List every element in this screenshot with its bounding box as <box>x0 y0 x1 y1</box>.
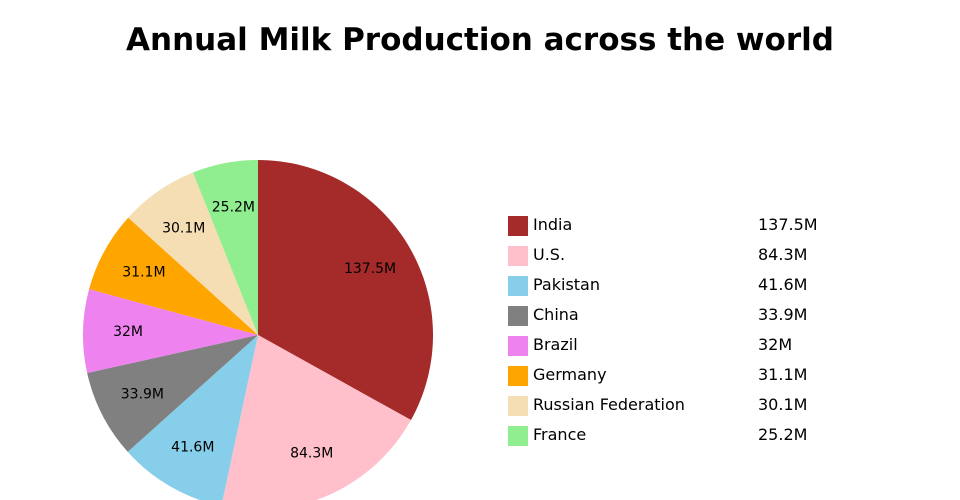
legend-item: Brazil 32M <box>508 333 838 363</box>
legend-item: U.S. 84.3M <box>508 243 838 273</box>
legend-value: 33.9M <box>758 305 808 324</box>
legend-swatch <box>508 306 528 326</box>
slice-value-label: 31.1M <box>122 265 165 281</box>
legend-label: Brazil <box>533 335 578 354</box>
legend-value: 32M <box>758 335 793 354</box>
pie-slice-pakistan <box>127 335 258 500</box>
legend-label: Germany <box>533 365 607 384</box>
legend: India 137.5M U.S. 84.3M Pakistan 41.6M China 33… <box>508 213 838 453</box>
legend-swatch <box>508 396 528 416</box>
legend-label: China <box>533 305 579 324</box>
legend-item: Germany 31.1M <box>508 363 838 393</box>
slice-value-label: 84.3M <box>290 445 333 461</box>
pie-slice-russian-federation <box>128 172 258 335</box>
legend-swatch <box>508 276 528 296</box>
legend-value: 84.3M <box>758 245 808 264</box>
legend-item: France 25.2M <box>508 423 838 453</box>
legend-label: Pakistan <box>533 275 600 294</box>
pie-slice-germany <box>89 217 259 335</box>
legend-value: 31.1M <box>758 365 808 384</box>
pie-slices <box>82 160 434 500</box>
legend-value: 30.1M <box>758 395 808 414</box>
pie-slice-india <box>258 160 434 421</box>
legend-value: 41.6M <box>758 275 808 294</box>
legend-item: Russian Federation 30.1M <box>508 393 838 423</box>
legend-swatch <box>508 336 528 356</box>
pie-slice-brazil <box>82 289 258 373</box>
pie-slice-france <box>192 160 258 335</box>
legend-label: U.S. <box>533 245 566 264</box>
legend-label: India <box>533 215 573 234</box>
pie-slice-u-s <box>222 335 411 500</box>
slice-value-label: 33.9M <box>121 386 164 402</box>
pie-slice-labels: 137.5M 84.3M 41.6M 33.9M 32M 31.1M 30.1M 25.2M <box>113 199 396 461</box>
chart-title: Annual Milk Production across the world <box>126 22 834 58</box>
pie-slice-china <box>87 335 258 452</box>
legend-item: Pakistan 41.6M <box>508 273 838 303</box>
slice-value-label: 137.5M <box>344 261 396 277</box>
legend-item: China 33.9M <box>508 303 838 333</box>
slice-value-label: 32M <box>113 324 143 340</box>
legend-value: 137.5M <box>758 215 818 234</box>
legend-swatch <box>508 426 528 446</box>
legend-swatch <box>508 246 528 266</box>
legend-swatch <box>508 366 528 386</box>
slice-value-label: 41.6M <box>171 439 214 455</box>
legend-swatch <box>508 216 528 236</box>
slice-value-label: 25.2M <box>212 199 255 215</box>
legend-label: France <box>533 425 587 444</box>
slice-value-label: 30.1M <box>162 220 205 236</box>
legend-value: 25.2M <box>758 425 808 444</box>
legend-label: Russian Federation <box>533 395 685 414</box>
legend-item: India 137.5M <box>508 213 838 243</box>
